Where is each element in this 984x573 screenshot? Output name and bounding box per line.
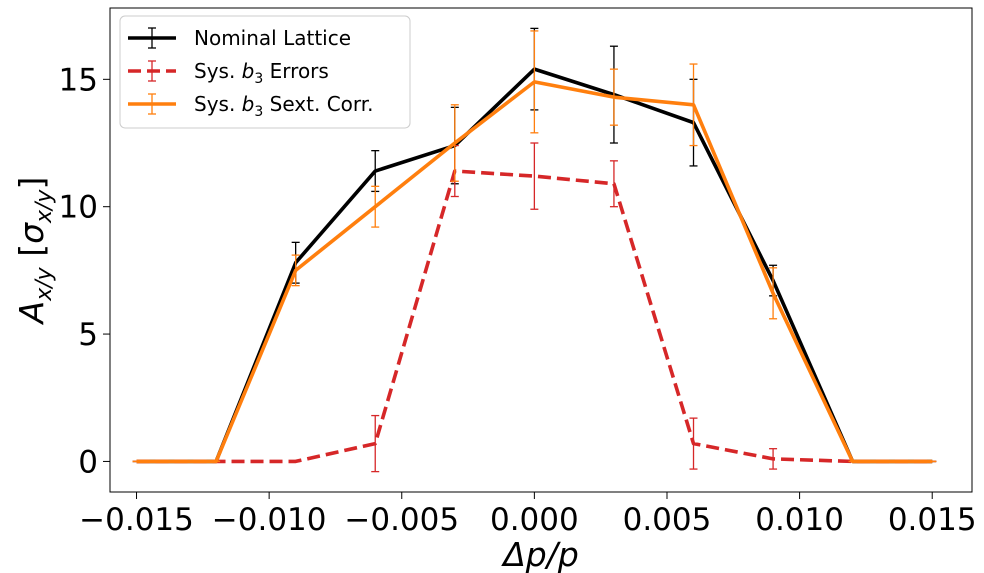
y-axis-label-bracket-close: ]: [12, 177, 51, 190]
legend-label-var: b: [242, 59, 255, 83]
legend-label-prefix: Sys.: [194, 59, 242, 83]
legend-entry: Nominal Lattice: [128, 26, 351, 50]
y-tick-label: 0: [78, 444, 98, 480]
x-tick-label: −0.010: [212, 502, 327, 538]
legend-label-suffix: Errors: [263, 59, 329, 83]
y-axis-label-unit: σ: [12, 222, 51, 244]
legend-label: Sys. b3 Errors: [194, 59, 329, 87]
axis-ticks: −0.015 −0.010 −0.005 0.000 0.005 0.010 0.015 0 5…: [59, 62, 977, 538]
plot-frame: [109, 7, 973, 493]
series-line: [136, 80, 933, 464]
legend-label-text: Nominal Lattice: [194, 26, 351, 50]
legend-label-prefix: Sys.: [194, 92, 242, 116]
legend-label: Sys. b3 Sext. Corr.: [194, 92, 374, 120]
y-tick-label: 5: [78, 317, 98, 353]
legend-label-sub: 3: [254, 71, 263, 87]
y-axis-label-main: A: [12, 301, 51, 326]
x-tick-label: 0.010: [755, 502, 844, 538]
plot-area: [132, 27, 937, 473]
legend-entry: Sys. b3 Errors: [128, 59, 329, 87]
legend-label-suffix: Sext. Corr.: [263, 92, 373, 116]
x-tick-label: 0.000: [490, 502, 579, 538]
x-tick-label: 0.005: [623, 502, 712, 538]
y-axis-label-bracket-open: [: [12, 244, 51, 267]
x-axis-label-text: Δp/p: [500, 535, 579, 573]
legend-label-sub: 3: [254, 104, 263, 120]
legend-label: Nominal Lattice: [194, 26, 351, 50]
y-tick-label: 10: [59, 190, 98, 226]
y-axis-label-main-sub: x/y: [32, 266, 57, 301]
x-axis-label: Δp/p: [500, 535, 579, 573]
x-tick-label: −0.005: [344, 502, 459, 538]
x-tick-label: 0.015: [888, 502, 977, 538]
error-bar: [530, 142, 539, 210]
y-axis-label: Ax/y [σx/y]: [12, 177, 57, 326]
y-tick-label: 15: [59, 62, 98, 98]
x-tick-label: −0.015: [79, 502, 194, 538]
legend-box: [119, 15, 411, 129]
series-2: [132, 30, 937, 464]
y-axis-label-unit-sub: x/y: [32, 189, 57, 224]
legend-entry: Sys. b3 Sext. Corr.: [128, 92, 374, 120]
legend-label-var: b: [242, 92, 255, 116]
